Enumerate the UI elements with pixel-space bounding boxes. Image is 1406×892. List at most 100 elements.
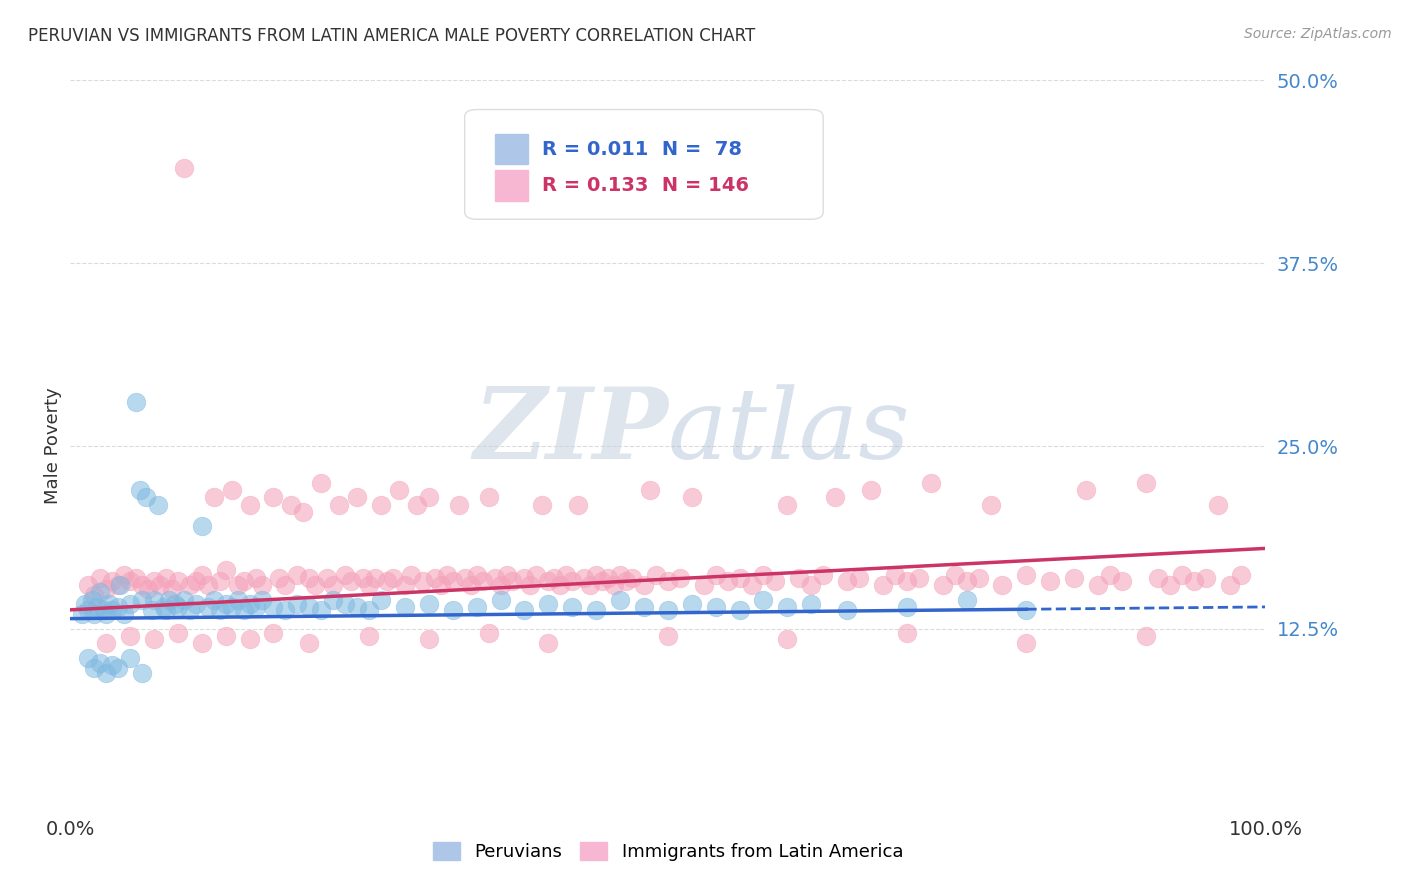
Point: [418, 632, 440, 646]
Point: [370, 592, 392, 607]
Point: [956, 574, 979, 588]
Point: [93, 603, 115, 617]
Point: [555, 567, 578, 582]
Point: [232, 574, 254, 588]
Point: [101, 603, 124, 617]
Point: [382, 571, 405, 585]
Point: [73, 597, 96, 611]
Point: [214, 629, 236, 643]
FancyBboxPatch shape: [495, 170, 529, 201]
Point: [956, 592, 979, 607]
Point: [657, 603, 679, 617]
Point: [101, 574, 124, 588]
Point: [322, 592, 344, 607]
Point: [789, 571, 811, 585]
Point: [1015, 603, 1038, 617]
Point: [352, 571, 374, 585]
Point: [776, 599, 799, 614]
Point: [478, 490, 501, 504]
Point: [155, 571, 177, 585]
Point: [776, 632, 799, 646]
Point: [896, 574, 918, 588]
Point: [465, 567, 488, 582]
Point: [394, 599, 416, 614]
Point: [603, 578, 626, 592]
Point: [495, 567, 517, 582]
Point: [609, 592, 631, 607]
Point: [460, 578, 482, 592]
Point: [423, 571, 446, 585]
Point: [633, 599, 655, 614]
Point: [1135, 475, 1157, 490]
Point: [693, 578, 716, 592]
Point: [418, 597, 440, 611]
Point: [943, 567, 966, 582]
Point: [89, 656, 111, 670]
Point: [120, 574, 141, 588]
Point: [143, 574, 166, 588]
Point: [287, 567, 309, 582]
Point: [328, 498, 350, 512]
Point: [335, 567, 357, 582]
Point: [704, 567, 727, 582]
Point: [136, 582, 159, 597]
Point: [896, 599, 918, 614]
Point: [609, 567, 631, 582]
Text: atlas: atlas: [668, 384, 911, 479]
Point: [165, 597, 187, 611]
Point: [872, 578, 894, 592]
Point: [837, 574, 859, 588]
Point: [1219, 578, 1241, 592]
Point: [239, 597, 262, 611]
Point: [346, 490, 368, 504]
Point: [131, 592, 153, 607]
Point: [837, 603, 859, 617]
Point: [728, 603, 751, 617]
Point: [202, 490, 225, 504]
Point: [1135, 629, 1157, 643]
Point: [245, 571, 267, 585]
Point: [120, 597, 141, 611]
Point: [359, 603, 381, 617]
Point: [800, 597, 823, 611]
Point: [274, 603, 297, 617]
Point: [388, 483, 411, 497]
Point: [645, 567, 668, 582]
Point: [77, 578, 100, 592]
Point: [447, 498, 470, 512]
Point: [280, 498, 302, 512]
Point: [89, 585, 111, 599]
Point: [202, 592, 225, 607]
Point: [322, 578, 344, 592]
Point: [741, 578, 763, 592]
Point: [813, 567, 835, 582]
Point: [184, 574, 207, 588]
Y-axis label: Male Poverty: Male Poverty: [44, 388, 62, 504]
Point: [96, 665, 118, 680]
Point: [1076, 483, 1098, 497]
Point: [149, 578, 172, 592]
Point: [489, 592, 512, 607]
Point: [860, 483, 883, 497]
Point: [274, 578, 297, 592]
Point: [579, 578, 602, 592]
Point: [197, 578, 219, 592]
Point: [1206, 498, 1229, 512]
Point: [633, 578, 655, 592]
Point: [1099, 567, 1122, 582]
Point: [191, 519, 214, 533]
Point: [316, 571, 339, 585]
Point: [364, 571, 387, 585]
Point: [167, 626, 190, 640]
Point: [112, 607, 135, 622]
Point: [97, 597, 120, 611]
Point: [96, 582, 118, 597]
Point: [1147, 571, 1170, 585]
Point: [120, 629, 141, 643]
Point: [146, 498, 169, 512]
Point: [800, 578, 823, 592]
Point: [112, 567, 135, 582]
Point: [1230, 567, 1253, 582]
Point: [399, 567, 422, 582]
Point: [173, 161, 195, 175]
